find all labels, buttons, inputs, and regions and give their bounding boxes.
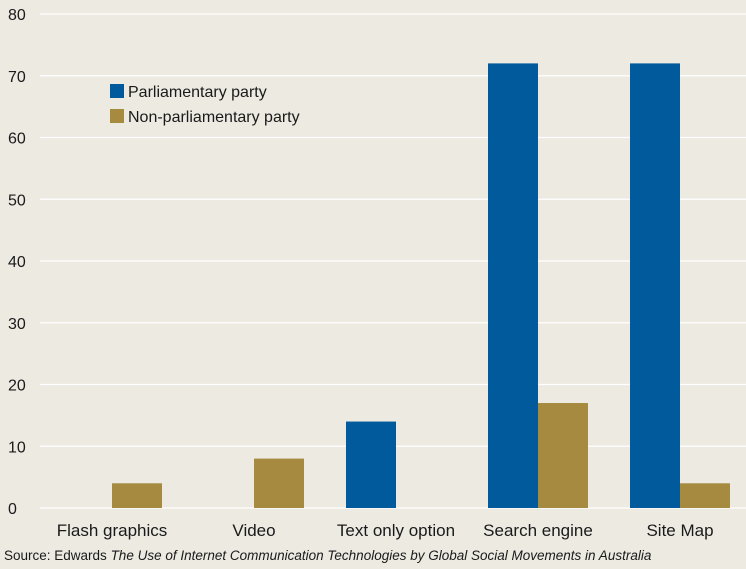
bar-non-parliamentary-3 <box>538 403 588 508</box>
grid-layer <box>40 13 746 509</box>
x-category-label-3: Search engine <box>483 521 593 540</box>
source-note: Source: Edwards The Use of Internet Comm… <box>4 548 651 563</box>
bar-parliamentary-4 <box>630 63 680 509</box>
y-tick-label-80: 80 <box>8 7 26 24</box>
legend-label-1: Non-parliamentary party <box>128 109 300 126</box>
x-category-label-2: Text only option <box>337 521 455 540</box>
y-tick-label-70: 70 <box>8 69 26 86</box>
y-axis-ticks: 0 10 20 30 40 50 60 70 80 <box>8 7 26 518</box>
chart-svg: 0 10 20 30 40 50 60 70 80 Flash graphics Video Tex… <box>8 7 746 540</box>
y-tick-label-30: 30 <box>8 316 26 333</box>
source-prefix: Source: Edwards <box>4 548 111 563</box>
y-tick-label-40: 40 <box>8 254 26 271</box>
legend-label-0: Parliamentary party <box>128 84 267 101</box>
bar-non-parliamentary-4 <box>680 483 730 508</box>
bar-layer <box>112 63 730 509</box>
y-tick-label-10: 10 <box>8 439 26 456</box>
bar-chart: 0 10 20 30 40 50 60 70 80 Flash graphics Video Tex… <box>8 7 746 540</box>
legend-swatch-0 <box>110 84 124 98</box>
x-category-label-1: Video <box>232 521 275 540</box>
x-category-label-4: Site Map <box>646 521 713 540</box>
legend-swatch-1 <box>110 109 124 123</box>
bar-parliamentary-3 <box>488 63 538 509</box>
y-tick-label-60: 60 <box>8 131 26 148</box>
x-category-label-0: Flash graphics <box>57 521 168 540</box>
bar-non-parliamentary-1 <box>254 458 304 508</box>
y-tick-label-0: 0 <box>8 501 17 518</box>
legend: Parliamentary party Non-parliamentary par… <box>110 84 300 126</box>
bar-parliamentary-2 <box>346 421 396 508</box>
y-tick-label-50: 50 <box>8 192 26 209</box>
source-title: The Use of Internet Communication Techno… <box>110 548 652 563</box>
y-tick-label-20: 20 <box>8 378 26 395</box>
bar-non-parliamentary-0 <box>112 483 162 508</box>
x-axis-labels: Flash graphics Video Text only option Searc… <box>57 521 714 540</box>
